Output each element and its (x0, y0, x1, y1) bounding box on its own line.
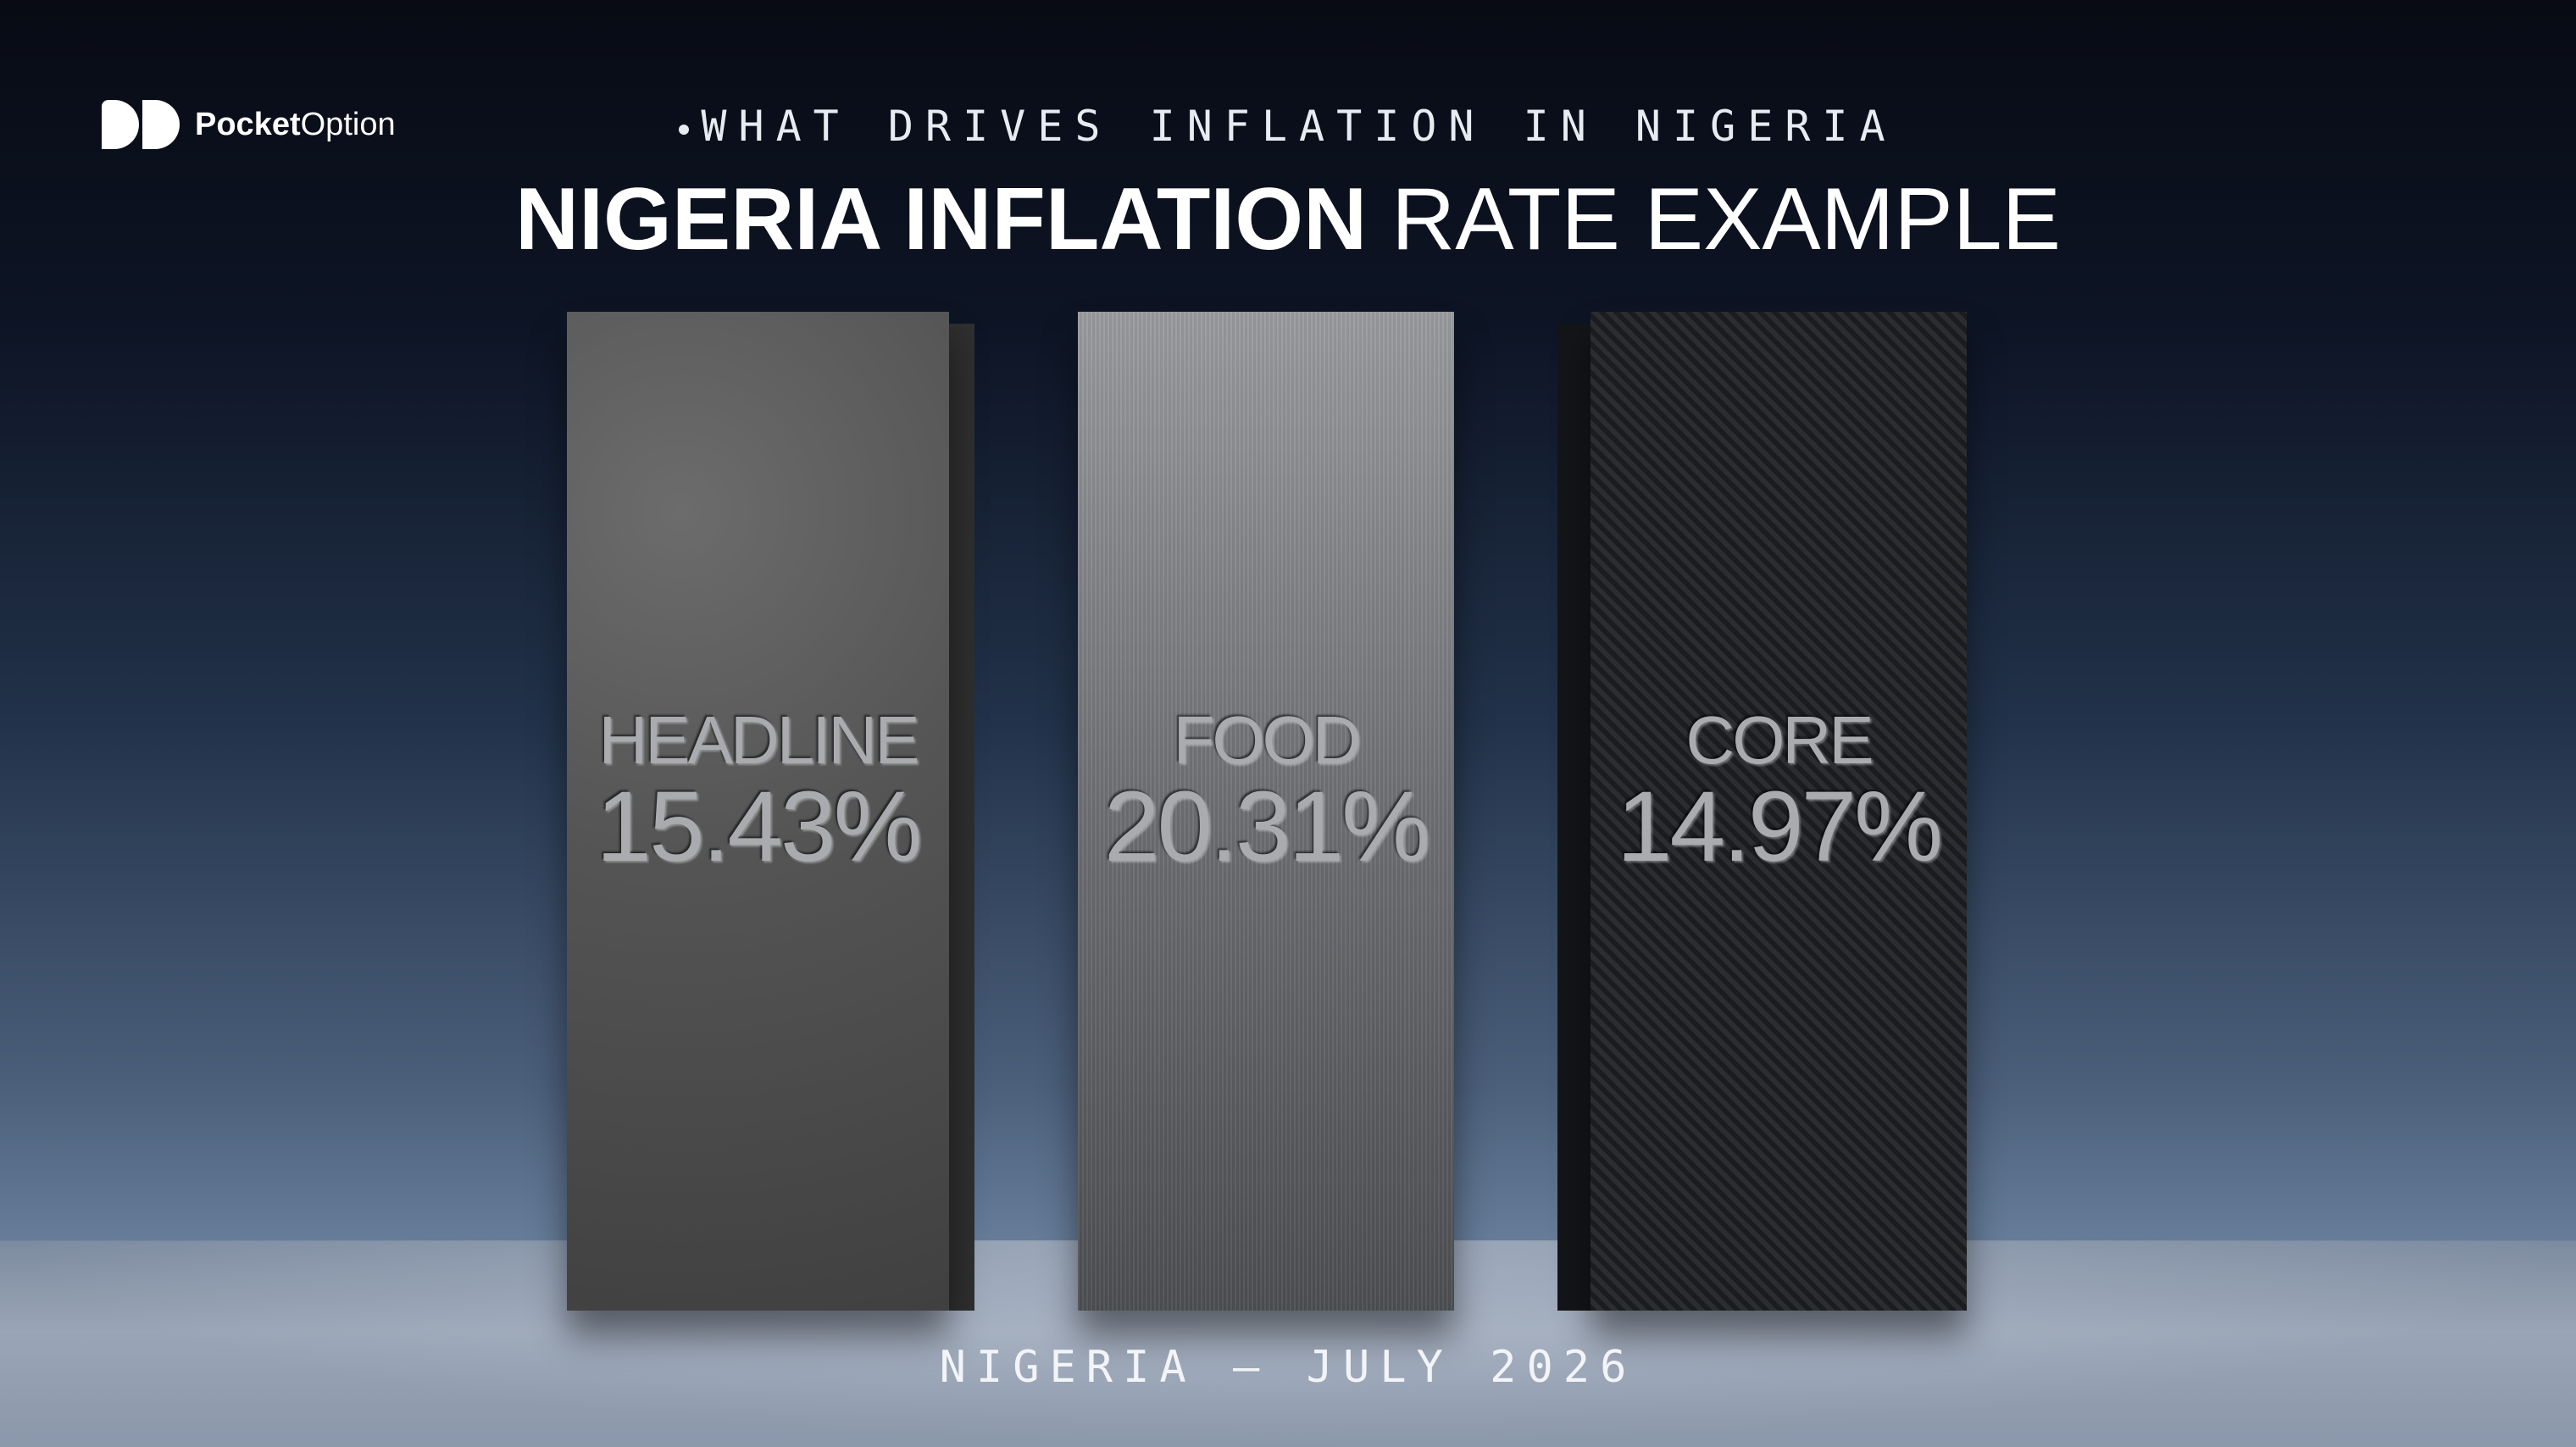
title-regular: RATE EXAMPLE (1391, 170, 2062, 269)
title-bold: NIGERIA INFLATION (514, 170, 1368, 269)
logo-regular: Option (300, 106, 396, 142)
logo-bold: Pocket (195, 106, 301, 142)
logo-mark (102, 100, 180, 149)
pillar: FOOD 20.31% (1078, 312, 1454, 1311)
pillar: CORE 14.97% (1557, 312, 1967, 1311)
pillar-label: HEADLINE (598, 702, 919, 778)
pillar-value: 20.31% (1103, 771, 1430, 883)
pillar-label: CORE (1685, 702, 1874, 778)
logo: PocketOption (102, 100, 396, 149)
footer: NIGERIA — JULY 2026 (939, 1342, 1637, 1393)
title: NIGERIA INFLATION RATE EXAMPLE (0, 169, 2576, 270)
pillar-value: 14.97% (1616, 771, 1943, 883)
pillar-label: FOOD (1173, 702, 1361, 778)
subtitle-text: WHAT DRIVES INFLATION IN NIGERIA (701, 102, 1897, 151)
subtitle: WHAT DRIVES INFLATION IN NIGERIA (0, 102, 2576, 151)
pillar-value: 15.43% (596, 771, 922, 883)
pillar: HEADLINE 15.43% (567, 312, 974, 1311)
